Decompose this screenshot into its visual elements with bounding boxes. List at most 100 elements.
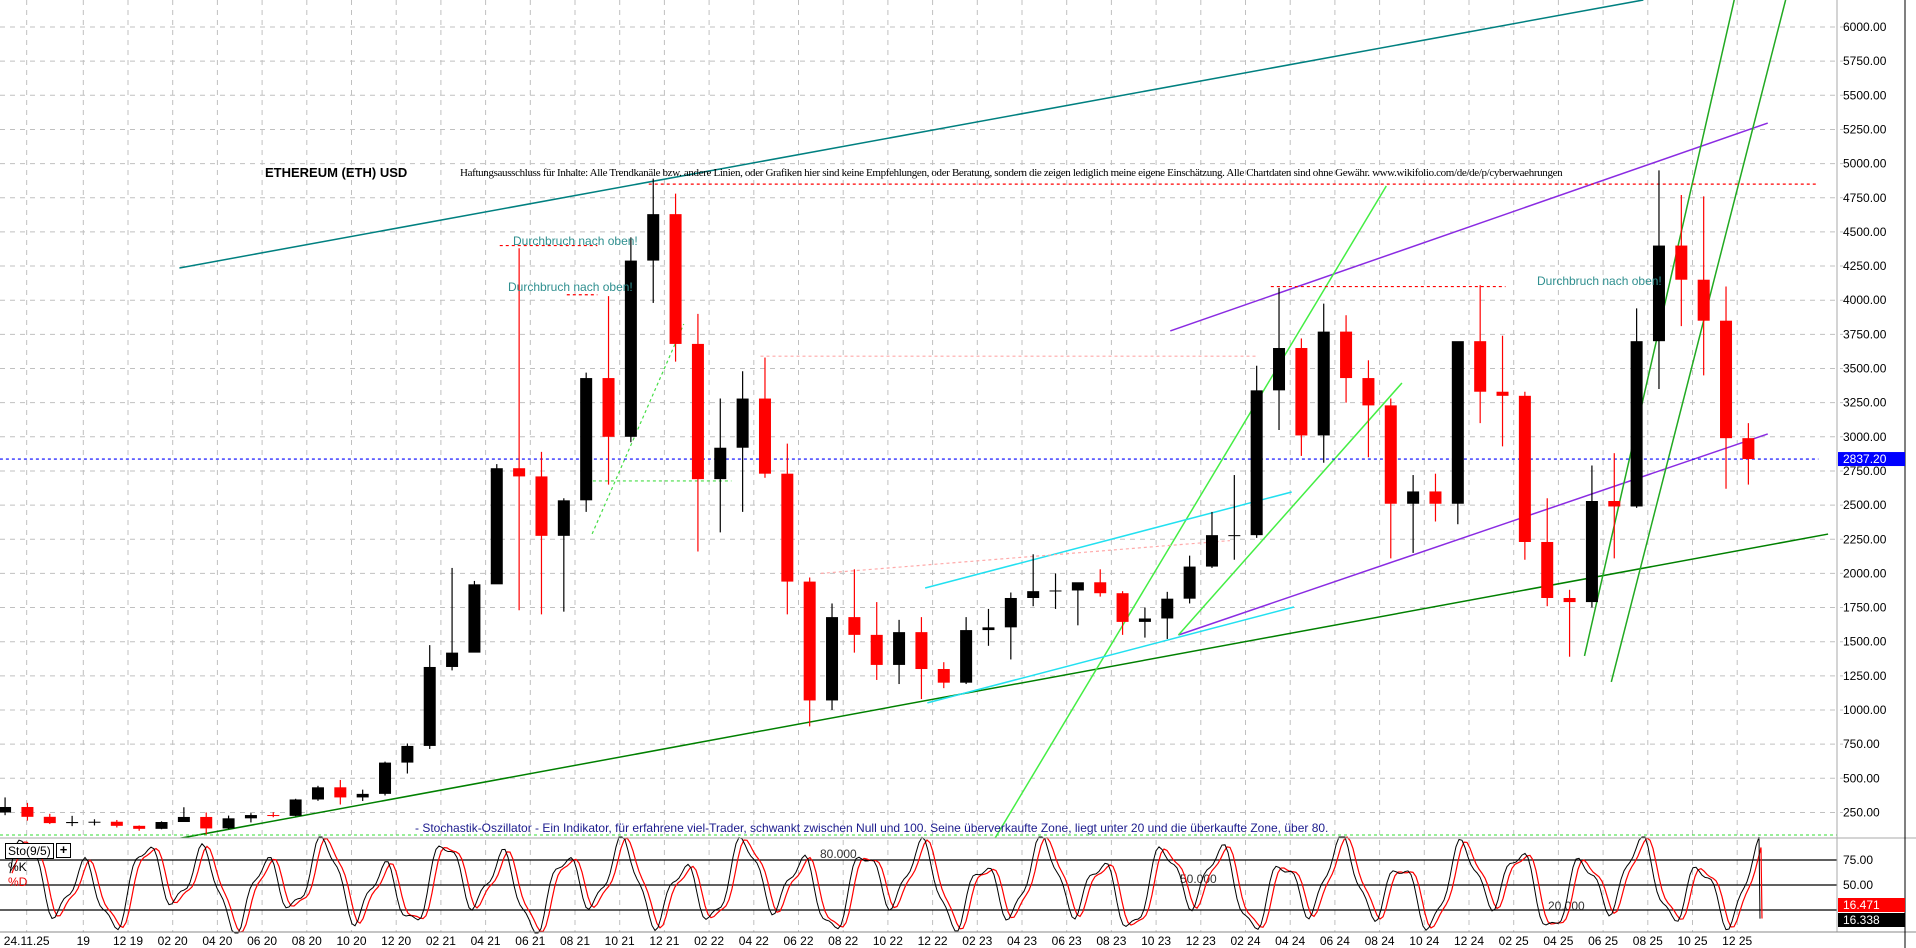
candle-body [1228,535,1241,537]
candle-body [334,787,347,798]
candle-body [490,468,503,585]
y-tick-label: 5500.00 [1843,88,1887,102]
stochastic-tick-label: 75.00 [1843,853,1873,867]
candle-body [1362,378,1375,406]
trendline [1178,433,1768,636]
x-tick-label: 06 23 [1052,934,1082,948]
candle-body [1273,348,1286,391]
candle-body [781,473,794,582]
k-value-box [1838,913,1905,927]
candle-body [1720,320,1733,439]
candle-body [311,787,324,800]
y-tick-label: 4750.00 [1843,191,1887,205]
x-tick-label: 10 23 [1141,934,1171,948]
candle-body [736,398,749,448]
candle-body [1697,279,1710,321]
x-tick-label: 08 23 [1096,934,1126,948]
d-legend: %D [8,875,28,889]
candle-body [1451,341,1464,504]
trendline [179,533,1829,838]
x-tick-label: 02 20 [158,934,188,948]
candle-body [0,806,12,813]
indicator-label[interactable]: Sto(9/5) [5,843,54,859]
candle-body [982,627,995,631]
candle-body [1049,590,1062,592]
candle-body [1250,390,1263,536]
candle-body [446,652,459,667]
trendline [179,0,1644,269]
x-tick-label: 12 20 [381,934,411,948]
candle-body [1295,348,1308,436]
candle-body [714,447,727,480]
y-tick-label: 2000.00 [1843,566,1887,580]
candle-body [244,815,257,819]
x-tick-label: 19 [77,934,91,948]
x-tick-label: 12 19 [113,934,143,948]
add-indicator-button[interactable]: + [56,843,71,858]
chart-title: ETHEREUM (ETH) USD [265,165,408,180]
trendline [994,185,1387,838]
y-tick-label: 250.00 [1843,805,1880,819]
y-tick-label: 4500.00 [1843,225,1887,239]
candle-body [803,581,816,701]
x-tick-label: 04 20 [202,934,232,948]
trendline [924,491,1292,589]
candle-body [468,584,481,653]
candle-body [222,818,235,829]
candle-body [960,630,973,683]
candle-body [1742,438,1755,460]
x-tick-label: 08 20 [292,934,322,948]
candle-body [580,378,593,501]
x-tick-label: 06 22 [783,934,813,948]
candle-body [870,634,883,665]
candle-body [177,816,190,823]
x-tick-label: 12 23 [1186,934,1216,948]
candle-body [88,821,101,823]
disclaimer-text: Haftungsausschluss für Inhalte: Alle Tre… [460,167,1563,179]
y-tick-label: 3250.00 [1843,396,1887,410]
x-tick-label: 02 22 [694,934,724,948]
candle-body [1518,395,1531,542]
candle-body [1652,245,1665,342]
x-tick-label: 10 22 [873,934,903,948]
x-tick-label: 10 25 [1677,934,1707,948]
candle-body [848,617,861,635]
x-tick-label: 04 24 [1275,934,1305,948]
x-tick-label: 04 21 [471,934,501,948]
stochastic-level-label: 80.000 [820,847,857,861]
candle-body [557,500,570,536]
x-tick-label: 04 25 [1543,934,1573,948]
candle-body [1675,245,1688,280]
k-legend: %K [8,860,27,874]
x-tick-label: 08 24 [1365,934,1395,948]
d-value-box [1838,898,1905,912]
candle-body [133,825,146,829]
x-tick-label: 12 22 [918,934,948,948]
candle-body [43,816,56,824]
candle-body [1027,591,1040,598]
candle-body [1340,331,1353,379]
y-tick-label: 1500.00 [1843,635,1887,649]
x-tick-label: 06 21 [515,934,545,948]
candle-body [1004,597,1017,628]
trendline [1177,382,1403,636]
stochastic-note: - Stochastik-Oszillator - Ein Indikator,… [415,821,1329,835]
candles [0,170,1755,835]
last-price-box [1838,452,1905,467]
candle-body [1205,535,1218,567]
y-tick-label: 1750.00 [1843,601,1887,615]
candle-body [356,793,369,798]
x-tick-label: 10 24 [1409,934,1439,948]
candle-body [200,816,213,829]
stochastic-level-label: 20.000 [1548,899,1585,913]
x-tick-label: 08 21 [560,934,590,948]
y-tick-label: 2750.00 [1843,464,1887,478]
candle-body [691,343,704,480]
candle-body [66,822,79,824]
y-tick-label: 3750.00 [1843,327,1887,341]
x-tick-label: 12 21 [649,934,679,948]
x-tick-label: 06 24 [1320,934,1350,948]
y-tick-label: 750.00 [1843,737,1880,751]
